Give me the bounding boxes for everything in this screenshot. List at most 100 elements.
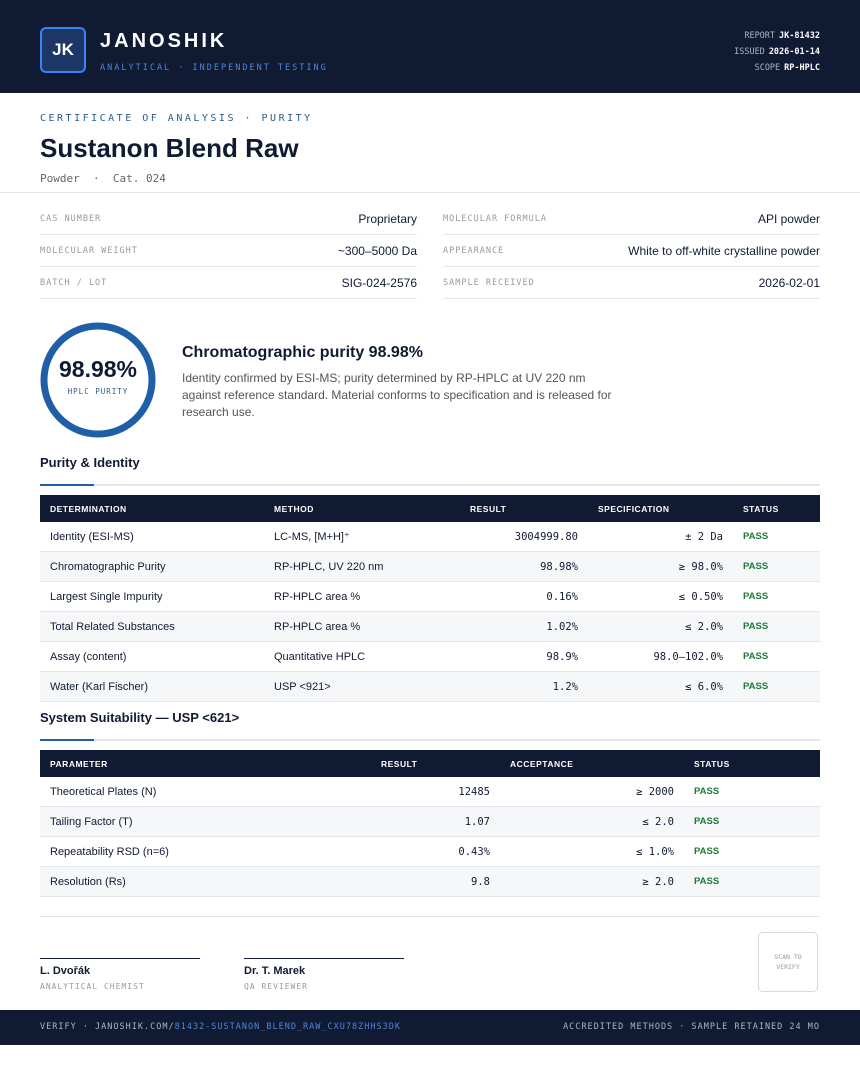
cell: Resolution (Rs): [50, 875, 126, 888]
cell: LC-MS, [M+H]⁺: [274, 531, 350, 543]
status: PASS: [743, 561, 769, 572]
meta-value: RP-HPLC: [784, 63, 820, 73]
cell: ≤ 0.50%: [678, 590, 723, 603]
column-header: ACCEPTANCE: [510, 758, 574, 769]
status: PASS: [743, 651, 769, 662]
cell: Tailing Factor (T): [50, 815, 133, 828]
section-title: Purity & Identity: [40, 455, 140, 470]
property-label: MOLECULAR FORMULA: [443, 213, 547, 224]
column-header: RESULT: [381, 758, 418, 769]
property-value: Proprietary: [358, 211, 417, 226]
cell: ≥ 98.0%: [678, 560, 723, 573]
table-row: Largest Single Impurity RP-HPLC area % 0.1…: [40, 582, 820, 612]
meta-line: SCOPE RP-HPLC: [734, 60, 820, 76]
signature: Dr. T. Marek QA REVIEWER: [244, 958, 404, 991]
cell: Quantitative HPLC: [274, 650, 366, 663]
table-row: Identity (ESI-MS) LC-MS, [M+H]⁺ 3004999.80…: [40, 522, 820, 552]
column-header: METHOD: [274, 503, 314, 514]
cell: 0.43%: [458, 845, 490, 858]
status: PASS: [694, 876, 720, 887]
report-meta: REPORT JK-81432 ISSUED 2026-01-14 SCOPE RP-HP…: [734, 28, 820, 76]
status: PASS: [694, 786, 720, 797]
property: SAMPLE RECEIVED 2026-02-01: [443, 267, 820, 299]
column-header: DETERMINATION: [50, 503, 127, 514]
signature: L. Dvořák ANALYTICAL CHEMIST: [40, 958, 200, 991]
signer-role: ANALYTICAL CHEMIST: [40, 982, 145, 991]
column-header: STATUS: [694, 758, 730, 769]
cell: 1.02%: [546, 620, 578, 633]
cell: RP-HPLC area %: [274, 620, 361, 633]
cell: Water (Karl Fischer): [50, 680, 148, 693]
signer-role: QA REVIEWER: [244, 982, 308, 991]
footer: VERIFY · JANOSHIK.COM/81432-SUSTANON_BLE…: [0, 1010, 860, 1045]
verify-prefix: VERIFY · JANOSHIK.COM/: [40, 1022, 175, 1032]
kicker: CERTIFICATE OF ANALYSIS · PURITY: [40, 113, 313, 124]
signer-name: L. Dvořák: [40, 965, 91, 977]
cell: Total Related Substances: [50, 620, 175, 633]
table-row: Tailing Factor (T) 1.07 ≤ 2.0 PASS: [40, 807, 820, 837]
cell: 0.16%: [546, 590, 578, 603]
meta-line: ISSUED 2026-01-14: [734, 44, 820, 60]
column-header: PARAMETER: [50, 758, 108, 769]
table-row: Assay (content) Quantitative HPLC 98.9% 98.…: [40, 642, 820, 672]
section-accent: [40, 739, 94, 741]
cell: ≥ 2.0: [642, 875, 674, 888]
status: PASS: [743, 681, 769, 692]
verify-link[interactable]: 81432-SUSTANON_BLEND_RAW_CXU78ZHHS3DK: [174, 1022, 401, 1032]
table: PARAMETER RESULT ACCEPTANCE STATUS Theoretic…: [40, 750, 820, 897]
cell: 3004999.80: [514, 530, 578, 543]
cell: 98.9%: [546, 650, 578, 663]
cell: 9.8: [471, 875, 490, 888]
logo: JK: [40, 27, 86, 73]
cell: ≤ 2.0%: [685, 620, 723, 633]
brand: JANOSHIK: [100, 30, 228, 52]
meta-label: ISSUED: [734, 47, 765, 57]
header: JK JANOSHIK ANALYTICAL · INDEPENDENT TES…: [0, 0, 860, 93]
purity-description: Identity confirmed by ESI-MS; purity det…: [182, 371, 612, 419]
table-row: Theoretical Plates (N) 12485 ≥ 2000 PASS: [40, 777, 820, 807]
meta-label: SCOPE: [754, 63, 781, 73]
property-value: White to off-white crystalline powder: [628, 243, 820, 258]
property: BATCH / LOT SIG-024-2576: [40, 267, 417, 299]
ring: [40, 322, 156, 438]
cell: ≥ 2000: [636, 785, 674, 798]
section-rule: [40, 484, 820, 486]
cell: 1.07: [464, 815, 490, 828]
table-header: PARAMETER RESULT ACCEPTANCE STATUS: [40, 750, 820, 777]
status: PASS: [694, 846, 720, 857]
divider: [0, 192, 860, 193]
cell: RP-HPLC, UV 220 nm: [274, 560, 384, 573]
cell: Assay (content): [50, 650, 127, 663]
section-accent: [40, 484, 94, 486]
table-row: Total Related Substances RP-HPLC area % 1.…: [40, 612, 820, 642]
property-label: APPEARANCE: [443, 245, 505, 256]
status: PASS: [694, 816, 720, 827]
table: DETERMINATION METHOD RESULT SPECIFICATION ST…: [40, 495, 820, 702]
meta-value: JK-81432: [779, 31, 820, 41]
column-header: STATUS: [743, 503, 779, 514]
cell: ≤ 1.0%: [636, 845, 674, 858]
cell: Theoretical Plates (N): [50, 785, 157, 798]
cell: ≤ 6.0%: [685, 680, 723, 693]
purity-heading: Chromatographic purity 98.98%: [182, 344, 423, 361]
title: Sustanon Blend Raw: [40, 133, 299, 163]
property-label: MOLECULAR WEIGHT: [40, 245, 138, 256]
status: PASS: [743, 591, 769, 602]
cell: USP <921>: [274, 680, 331, 693]
cell: 98.98%: [540, 560, 578, 573]
tagline: ANALYTICAL · INDEPENDENT TESTING: [100, 63, 328, 73]
property: MOLECULAR WEIGHT ~300–5000 Da: [40, 235, 417, 267]
property-value: API powder: [757, 211, 820, 226]
cell: Chromatographic Purity: [50, 560, 166, 573]
section-title: System Suitability — USP <621>: [40, 710, 240, 725]
cell: Identity (ESI-MS): [50, 530, 134, 543]
signer-name: Dr. T. Marek: [244, 965, 306, 977]
status: PASS: [743, 621, 769, 632]
column-header: SPECIFICATION: [598, 503, 670, 514]
table-row: Repeatability RSD (n=6) 0.43% ≤ 1.0% PASS: [40, 837, 820, 867]
meta-label: REPORT: [744, 31, 776, 41]
property-value: 2026-02-01: [758, 275, 820, 290]
meta-line: REPORT JK-81432: [734, 28, 820, 44]
cell: RP-HPLC area %: [274, 590, 361, 603]
